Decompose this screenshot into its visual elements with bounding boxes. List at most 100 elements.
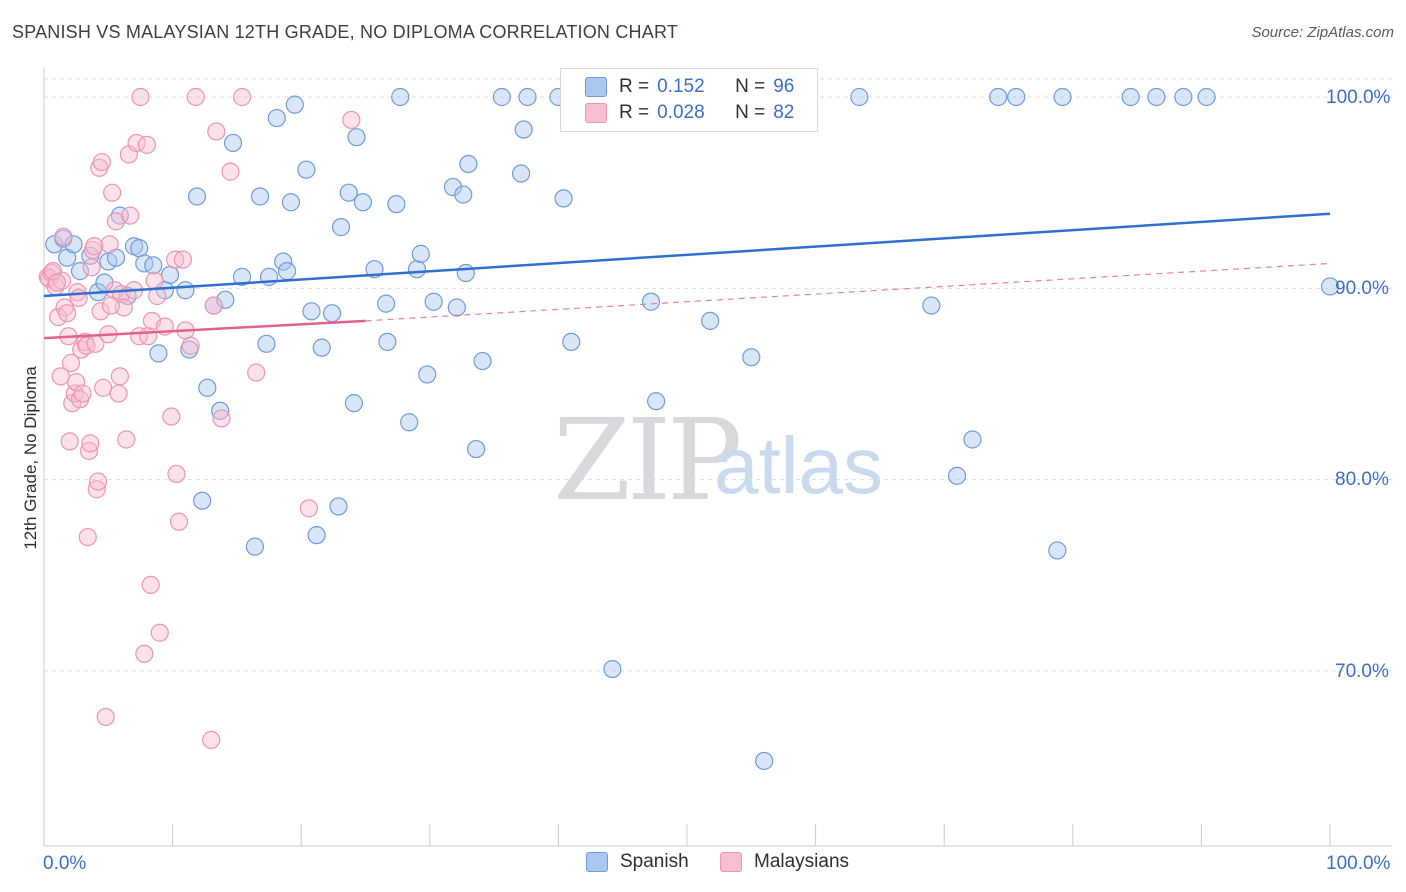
legend-row-spanish: R = 0.152 N = 96 <box>585 75 794 99</box>
malaysian-trend-line <box>43 319 366 340</box>
spanish-point <box>418 365 437 384</box>
spanish-point <box>250 187 270 206</box>
spanish-point <box>922 296 941 315</box>
spanish-point <box>257 334 276 353</box>
spanish-point <box>1174 87 1193 107</box>
spanish-point <box>160 265 180 285</box>
spanish-point <box>378 332 397 352</box>
malaysian-point <box>167 464 186 484</box>
malaysian-point <box>169 512 189 531</box>
x-tick-label-max: 100.0% <box>1326 853 1391 874</box>
malaysian-point <box>145 271 164 290</box>
spanish-point <box>347 128 366 147</box>
malaysian-point <box>232 87 252 107</box>
series-legend: Spanish Malaysians <box>0 851 1406 877</box>
spanish-point <box>850 87 869 107</box>
spanish-point <box>144 256 163 275</box>
spanish-point <box>176 281 195 300</box>
malaysian-point <box>100 235 119 254</box>
spanish-point <box>302 302 321 321</box>
spanish-point <box>274 252 293 271</box>
spanish-point <box>387 195 406 214</box>
grid-lines <box>44 78 1392 672</box>
malaysian-point <box>202 730 221 749</box>
spanish-point <box>187 187 207 206</box>
legend-label-spanish: Spanish <box>620 851 689 872</box>
malaysian-point <box>78 527 97 547</box>
malaysian-point <box>49 307 68 327</box>
malaysian-point <box>88 472 108 491</box>
malaysian-point <box>58 304 77 323</box>
malaysian-point <box>103 183 122 202</box>
spanish-point <box>514 120 533 139</box>
spanish-point <box>277 262 297 281</box>
legend-item-spanish[interactable]: Spanish <box>586 851 689 873</box>
malaysian-point <box>141 575 160 595</box>
spanish-point <box>400 413 419 432</box>
malaysian-point <box>204 296 223 315</box>
malaysian-point <box>79 441 99 461</box>
spanish-point <box>245 537 265 556</box>
spanish-point <box>1053 87 1072 107</box>
spanish-trend-line <box>43 212 1331 298</box>
spanish-point <box>447 298 466 317</box>
spanish-point <box>232 267 252 286</box>
legend-swatch-spanish <box>585 77 607 97</box>
legend-item-malaysians[interactable]: Malaysians <box>720 851 849 873</box>
spanish-point <box>701 311 720 330</box>
spanish-point <box>1007 87 1026 107</box>
legend-label-malaysians: Malaysians <box>754 851 850 872</box>
spanish-point <box>135 254 154 273</box>
malaysian-point <box>342 110 361 130</box>
malaysian-point <box>81 434 100 453</box>
x-tick-label-min: 0.0% <box>43 853 87 874</box>
malaysian-point <box>135 644 154 663</box>
legend-r-value-spanish: 0.152 <box>657 76 705 97</box>
watermark-zip: ZIP <box>553 396 742 526</box>
spanish-point <box>603 659 622 679</box>
spanish-point <box>518 87 537 107</box>
malaysian-point <box>181 336 200 355</box>
chart-title: SPANISH VS MALAYSIAN 12TH GRADE, NO DIPL… <box>12 22 679 42</box>
malaysian-point <box>207 122 226 141</box>
spanish-point <box>407 260 427 279</box>
spanish-point <box>344 394 364 413</box>
spanish-point <box>947 466 967 485</box>
spanish-point <box>424 292 443 311</box>
spanish-point <box>391 87 410 107</box>
malaysian-point <box>92 152 111 172</box>
spanish-point <box>149 344 168 363</box>
malaysian-point <box>65 384 84 403</box>
malaysian-point <box>139 327 158 346</box>
spanish-point <box>70 262 90 281</box>
spanish-point <box>297 160 316 179</box>
spanish-point <box>216 290 235 309</box>
spanish-point <box>554 189 573 208</box>
malaysian-point <box>94 378 113 397</box>
spanish-point <box>211 401 230 420</box>
malaysian-point <box>131 87 150 107</box>
malaysian-point <box>137 135 156 154</box>
malaysian-trend-extension <box>365 262 1331 322</box>
spanish-point <box>1147 87 1166 107</box>
spanish-point <box>755 751 774 771</box>
legend-r-label: R = <box>619 76 650 97</box>
legend-r-value-malaysians: 0.028 <box>657 102 705 123</box>
spanish-point <box>312 338 331 357</box>
spanish-point <box>329 497 348 516</box>
malaysian-point <box>150 623 169 642</box>
spanish-point <box>322 304 342 323</box>
legend-n-label: N = <box>735 76 766 97</box>
malaysian-point <box>247 363 266 382</box>
spanish-point <box>512 164 531 183</box>
spanish-point <box>64 235 83 254</box>
malaysian-point <box>91 302 110 321</box>
spanish-point <box>989 87 1008 107</box>
spanish-point <box>130 239 149 258</box>
watermark-atlas: atlas <box>714 421 883 510</box>
spanish-point <box>1320 277 1340 296</box>
malaysian-point <box>54 227 73 246</box>
malaysian-point <box>109 384 128 403</box>
malaysian-point <box>61 353 81 373</box>
